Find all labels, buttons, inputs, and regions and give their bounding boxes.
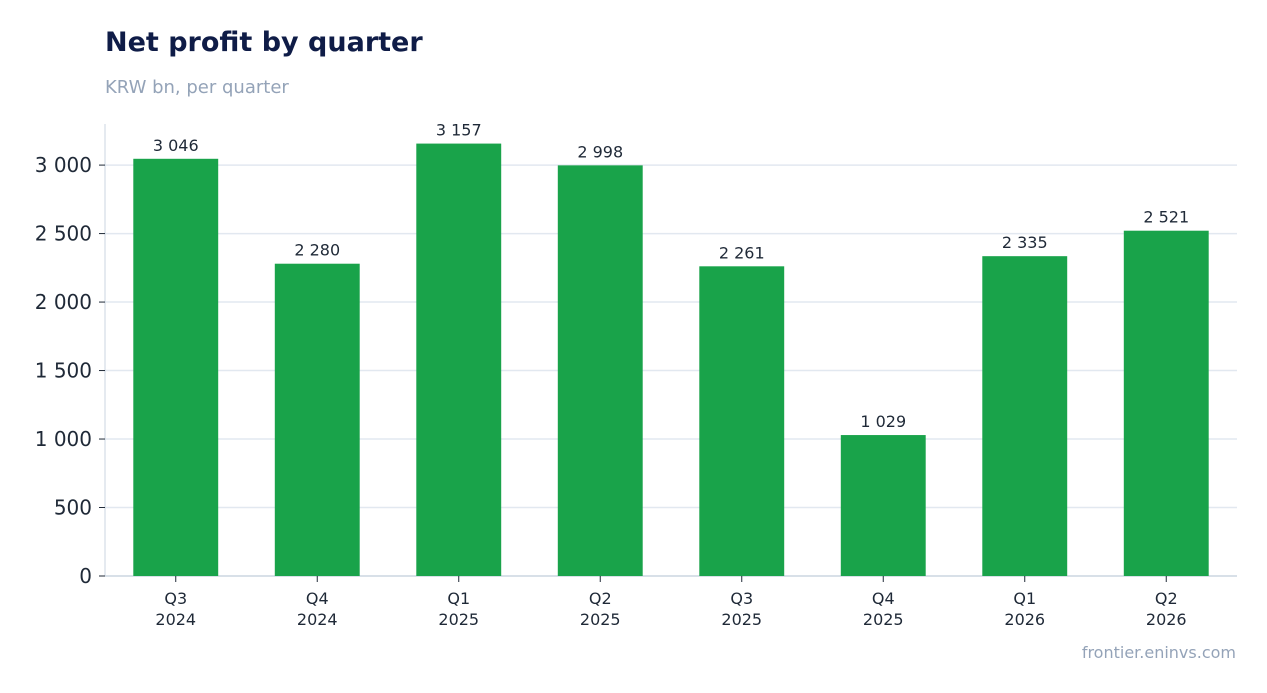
y-tick-label: 500 <box>54 496 92 520</box>
x-tick-label-quarter: Q4 <box>306 589 329 608</box>
y-tick-label: 1 500 <box>35 359 92 383</box>
x-tick-label-quarter: Q1 <box>1013 589 1036 608</box>
bar <box>274 263 360 576</box>
bar <box>840 435 926 576</box>
x-tick-label-year: 2025 <box>863 610 904 629</box>
x-tick-label-year: 2026 <box>1004 610 1045 629</box>
chart-title: Net profit by quarter <box>105 27 423 58</box>
y-tick-label: 3 000 <box>35 153 92 177</box>
bar-value-label: 2 521 <box>1143 208 1189 227</box>
bar-value-label: 1 029 <box>860 412 906 431</box>
bar <box>699 266 785 576</box>
bar-value-label: 3 046 <box>153 136 199 155</box>
x-tick-label-quarter: Q3 <box>164 589 187 608</box>
source-label: frontier.eninvs.com <box>1081 643 1236 662</box>
y-axis-ticks: 0 500 1 000 1 500 2 000 2 500 3 000 <box>35 153 105 588</box>
bar-value-label: 2 261 <box>719 243 765 262</box>
x-tick-label-quarter: Q2 <box>589 589 612 608</box>
chart-subtitle: KRW bn, per quarter <box>105 77 289 98</box>
bars <box>133 143 1209 577</box>
bar <box>982 256 1068 576</box>
x-tick-label-year: 2025 <box>721 610 762 629</box>
bar <box>416 143 502 576</box>
x-tick-label-quarter: Q1 <box>447 589 470 608</box>
data-labels: 3 046 2 280 3 157 2 998 2 261 1 029 2 335 2 521 <box>153 121 1189 431</box>
x-tick-label-quarter: Q3 <box>730 589 753 608</box>
bar <box>557 165 643 576</box>
bar-value-label: 2 280 <box>294 241 340 260</box>
y-tick-label: 1 000 <box>35 427 92 451</box>
y-tick-label: 2 000 <box>35 290 92 314</box>
y-tick-label: 0 <box>79 564 92 588</box>
x-tick-label-year: 2025 <box>580 610 621 629</box>
y-tick-label: 2 500 <box>35 222 92 246</box>
x-tick-label-quarter: Q2 <box>1155 589 1178 608</box>
x-tick-label-year: 2025 <box>438 610 479 629</box>
bar <box>133 158 219 577</box>
x-tick-label-year: 2024 <box>297 610 338 629</box>
bar-value-label: 3 157 <box>436 121 482 140</box>
x-tick-label-year: 2024 <box>155 610 196 629</box>
x-axis-ticks: Q3 2024 Q4 2024 Q1 2025 Q2 2025 Q3 2025 Q4 2025 Q1 20… <box>155 576 1187 629</box>
bar-value-label: 2 335 <box>1002 233 1048 252</box>
bar-value-label: 2 998 <box>577 142 623 161</box>
bar <box>1123 230 1209 576</box>
x-tick-label-quarter: Q4 <box>872 589 895 608</box>
x-tick-label-year: 2026 <box>1146 610 1187 629</box>
